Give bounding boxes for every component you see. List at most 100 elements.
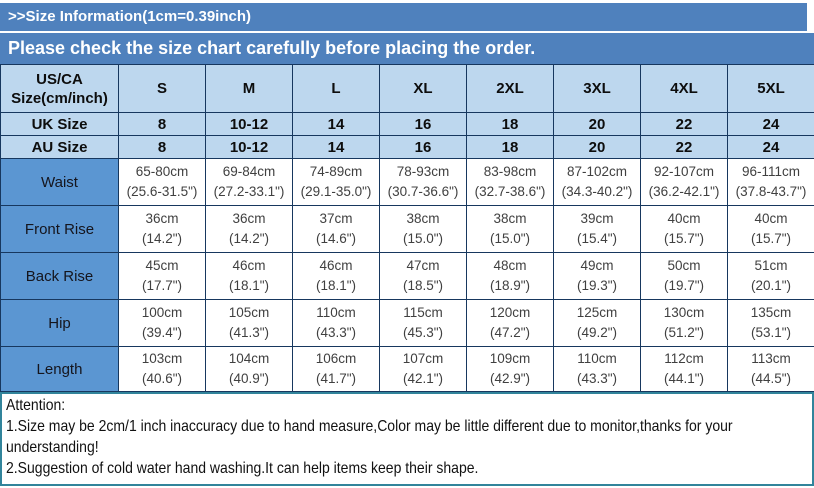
- measurement-cell: 51cm(20.1"): [728, 253, 814, 300]
- measurement-cm-value: 78-93cm: [380, 162, 466, 182]
- measurement-cm-value: 113cm: [728, 349, 814, 369]
- corner-header-line: US/CA: [1, 70, 118, 89]
- measurement-inch-value: (53.1"): [728, 323, 814, 343]
- measurement-inch-value: (15.7"): [728, 229, 814, 249]
- size-header-cell: M: [206, 65, 293, 113]
- measurement-cm-value: 107cm: [380, 349, 466, 369]
- measurement-inch-value: (44.1"): [641, 369, 727, 389]
- measurement-cm-value: 125cm: [554, 303, 640, 323]
- measurement-inch-value: (17.7"): [119, 276, 205, 296]
- measurement-cell: 113cm(44.5"): [728, 347, 814, 392]
- measurement-cm-value: 39cm: [554, 209, 640, 229]
- measurement-inch-value: (18.5"): [380, 276, 466, 296]
- measurement-label: Front Rise: [1, 206, 119, 253]
- measurement-inch-value: (51.2"): [641, 323, 727, 343]
- measurement-cm-value: 36cm: [119, 209, 205, 229]
- size-header-cell: 2XL: [467, 65, 554, 113]
- measurement-cm-value: 100cm: [119, 303, 205, 323]
- measurement-inch-value: (32.7-38.6"): [467, 182, 553, 202]
- measurement-inch-value: (14.6"): [293, 229, 379, 249]
- measurement-cm-value: 38cm: [380, 209, 466, 229]
- measurement-inch-value: (49.2"): [554, 323, 640, 343]
- measurement-cm-value: 96-111cm: [728, 162, 814, 182]
- measurement-cm-value: 38cm: [467, 209, 553, 229]
- measurement-inch-value: (42.9"): [467, 369, 553, 389]
- measurement-cm-value: 135cm: [728, 303, 814, 323]
- measurement-inch-value: (27.2-33.1"): [206, 182, 292, 202]
- measurement-cell: 50cm(19.7"): [641, 253, 728, 300]
- measurement-inch-value: (14.2"): [119, 229, 205, 249]
- measurement-cm-value: 105cm: [206, 303, 292, 323]
- measurement-cell: 107cm(42.1"): [380, 347, 467, 392]
- size-header-cell: S: [119, 65, 206, 113]
- measurement-cm-value: 83-98cm: [467, 162, 553, 182]
- size-value-cell: 8: [119, 136, 206, 159]
- measurement-cell: 109cm(42.9"): [467, 347, 554, 392]
- size-value-cell: 8: [119, 113, 206, 136]
- size-value-cell: 10-12: [206, 113, 293, 136]
- measurement-cell: 38cm(15.0"): [380, 206, 467, 253]
- measurement-cell: 38cm(15.0"): [467, 206, 554, 253]
- measurement-cell: 74-89cm(29.1-35.0"): [293, 159, 380, 206]
- measurement-label: Hip: [1, 300, 119, 347]
- measurement-cell: 103cm(40.6"): [119, 347, 206, 392]
- measurement-cell: 36cm(14.2"): [119, 206, 206, 253]
- measurement-inch-value: (15.4"): [554, 229, 640, 249]
- size-value-cell: 16: [380, 113, 467, 136]
- measurement-cell: 125cm(49.2"): [554, 300, 641, 347]
- measurement-cell: 37cm(14.6"): [293, 206, 380, 253]
- measurement-cell: 110cm(43.3"): [554, 347, 641, 392]
- measurement-cm-value: 51cm: [728, 256, 814, 276]
- measurement-cm-value: 50cm: [641, 256, 727, 276]
- measurement-inch-value: (39.4"): [119, 323, 205, 343]
- measurement-cm-value: 74-89cm: [293, 162, 379, 182]
- measurement-cm-value: 69-84cm: [206, 162, 292, 182]
- attention-section: Attention: 1.Size may be 2cm/1 inch inac…: [0, 392, 814, 486]
- measurement-cm-value: 48cm: [467, 256, 553, 276]
- measurement-inch-value: (18.9"): [467, 276, 553, 296]
- measurement-inch-value: (41.3"): [206, 323, 292, 343]
- measurement-cm-value: 112cm: [641, 349, 727, 369]
- measurement-cell: 110cm(43.3"): [293, 300, 380, 347]
- measurement-cm-value: 109cm: [467, 349, 553, 369]
- measurement-cell: 69-84cm(27.2-33.1"): [206, 159, 293, 206]
- size-row-label: UK Size: [1, 113, 119, 136]
- measurement-cm-value: 40cm: [728, 209, 814, 229]
- measurement-cm-value: 37cm: [293, 209, 379, 229]
- attention-note: 1.Size may be 2cm/1 inch inaccuracy due …: [6, 416, 814, 458]
- measurement-inch-value: (40.9"): [206, 369, 292, 389]
- measurement-inch-value: (15.0"): [380, 229, 466, 249]
- measurement-cell: 130cm(51.2"): [641, 300, 728, 347]
- measurement-inch-value: (14.2"): [206, 229, 292, 249]
- measurement-inch-value: (36.2-42.1"): [641, 182, 727, 202]
- measurement-cell: 65-80cm(25.6-31.5"): [119, 159, 206, 206]
- measurement-cm-value: 103cm: [119, 349, 205, 369]
- measurement-cell: 39cm(15.4"): [554, 206, 641, 253]
- measurement-inch-value: (44.5"): [728, 369, 814, 389]
- size-value-cell: 22: [641, 136, 728, 159]
- size-header-cell: 4XL: [641, 65, 728, 113]
- measurement-cm-value: 47cm: [380, 256, 466, 276]
- measurement-cell: 87-102cm(34.3-40.2"): [554, 159, 641, 206]
- measurement-cm-value: 65-80cm: [119, 162, 205, 182]
- measurement-inch-value: (45.3"): [380, 323, 466, 343]
- measurement-inch-value: (43.3"): [293, 323, 379, 343]
- measurement-cell: 120cm(47.2"): [467, 300, 554, 347]
- measurement-cell: 46cm(18.1"): [293, 253, 380, 300]
- measurement-cell: 40cm(15.7"): [728, 206, 814, 253]
- size-chart-warning-banner: Please check the size chart carefully be…: [0, 33, 814, 64]
- size-value-cell: 24: [728, 136, 814, 159]
- measurement-cell: 78-93cm(30.7-36.6"): [380, 159, 467, 206]
- measurement-cell: 135cm(53.1"): [728, 300, 814, 347]
- measurement-cell: 104cm(40.9"): [206, 347, 293, 392]
- size-value-cell: 20: [554, 113, 641, 136]
